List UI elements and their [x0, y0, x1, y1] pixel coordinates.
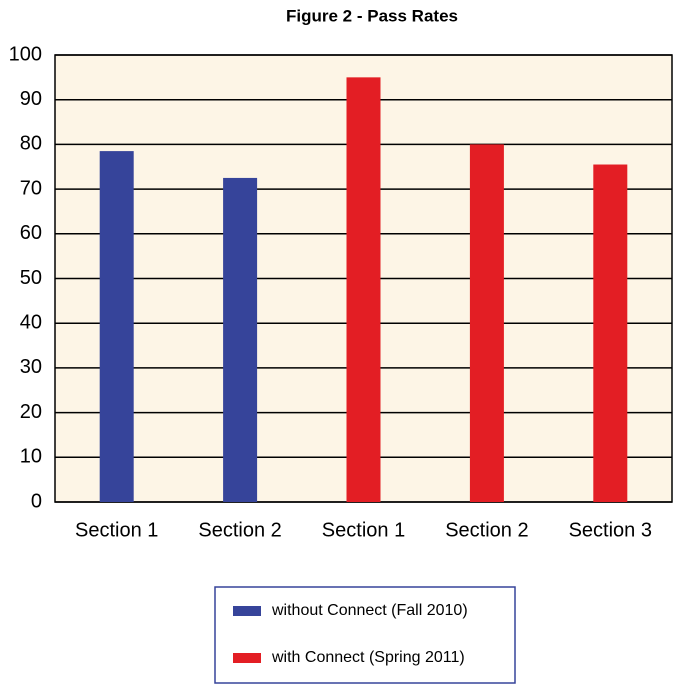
chart-title: Figure 2 - Pass Rates — [286, 6, 458, 25]
x-tick-label: Section 2 — [198, 519, 281, 541]
x-tick-label: Section 3 — [569, 519, 652, 541]
bar — [346, 77, 381, 502]
x-tick-label: Section 1 — [322, 519, 405, 541]
legend-label: with Connect (Spring 2011) — [271, 649, 465, 666]
bar — [99, 151, 134, 503]
y-tick-label: 40 — [20, 311, 42, 333]
y-tick-label: 0 — [31, 490, 42, 512]
x-tick-label: Section 2 — [445, 519, 528, 541]
y-tick-label: 70 — [20, 177, 42, 199]
x-tick-label: Section 1 — [75, 519, 158, 541]
bar — [593, 164, 628, 502]
legend-swatch — [233, 653, 261, 663]
y-tick-label: 50 — [20, 267, 42, 289]
y-tick-label: 10 — [20, 446, 42, 468]
bar — [223, 177, 258, 503]
bar — [469, 144, 504, 502]
y-tick-label: 80 — [20, 133, 42, 155]
y-tick-label: 30 — [20, 356, 42, 378]
y-tick-label: 100 — [9, 43, 42, 65]
y-tick-label: 60 — [20, 222, 42, 244]
legend-swatch — [233, 606, 261, 616]
y-tick-label: 20 — [20, 401, 42, 423]
legend-label: without Connect (Fall 2010) — [271, 602, 468, 619]
y-tick-label: 90 — [20, 88, 42, 110]
legend-box — [214, 586, 516, 684]
